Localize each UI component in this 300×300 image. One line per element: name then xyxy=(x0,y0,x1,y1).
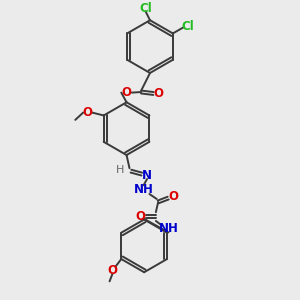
Text: O: O xyxy=(154,87,164,100)
Text: Cl: Cl xyxy=(181,20,194,33)
Text: Cl: Cl xyxy=(139,2,152,15)
Text: O: O xyxy=(168,190,178,203)
Text: O: O xyxy=(107,264,118,277)
Text: O: O xyxy=(122,86,132,99)
Text: O: O xyxy=(136,210,146,223)
Text: O: O xyxy=(82,106,93,119)
Text: H: H xyxy=(116,165,124,175)
Text: N: N xyxy=(142,169,152,182)
Text: NH: NH xyxy=(158,222,178,236)
Text: NH: NH xyxy=(134,183,154,196)
